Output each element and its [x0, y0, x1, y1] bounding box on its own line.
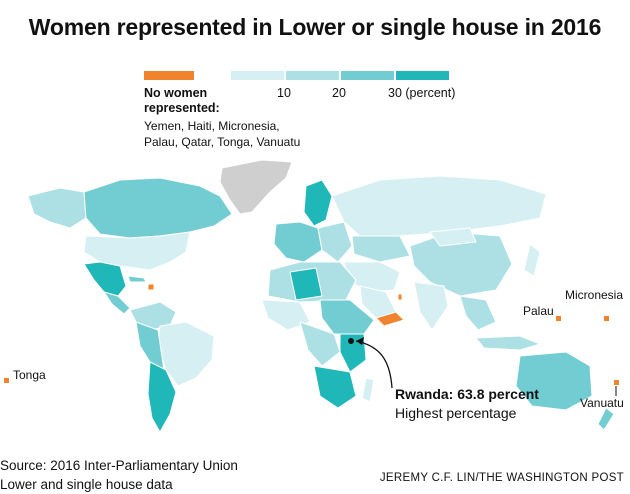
source-line-2: Lower and single house data: [0, 477, 173, 492]
india: [413, 281, 449, 331]
legend-no-women-line-2: Palau, Qatar, Tonga, Vanuatu: [144, 135, 301, 149]
australia: [515, 351, 593, 411]
algeria: [289, 267, 323, 301]
cuba: [127, 275, 147, 283]
chart-title: Women represented in Lower or single hou…: [28, 14, 602, 40]
legend-swatch-0-10: [231, 71, 284, 80]
japan: [523, 243, 541, 277]
label-palau: Palau: [523, 304, 554, 318]
legend-tick-10: 10: [277, 86, 291, 100]
legend-swatch-20-30: [341, 71, 394, 80]
western-europe: [273, 221, 323, 263]
central-africa: [299, 321, 341, 367]
legend-swatch-10-20: [286, 71, 339, 80]
source-line-1: Source: 2016 Inter-Parliamentary Union: [0, 458, 238, 473]
label-tonga: Tonga: [13, 368, 46, 382]
scandinavia: [303, 179, 333, 227]
qatar: [397, 293, 403, 301]
argentina-chile: [147, 361, 177, 433]
legend-no-women-title: No women represented:: [144, 86, 220, 115]
credit: JEREMY C.F. LIN/THE WASHINGTON POST: [379, 472, 624, 484]
mongolia: [429, 227, 477, 247]
legend-tick-20: 20: [332, 86, 346, 100]
label-vanuatu: Vanuatu: [580, 396, 624, 410]
legend-no-women-list: Yemen, Haiti, Micronesia, Palau, Qatar, …: [144, 118, 314, 150]
legend-swatch-30-plus: [396, 71, 449, 80]
palau-marker: [556, 316, 561, 321]
mexico: [83, 261, 127, 297]
southern-africa: [313, 365, 357, 409]
southeast-asia: [459, 295, 497, 331]
legend-no-women-line-1: Yemen, Haiti, Micronesia,: [144, 119, 280, 133]
world-map: [4, 159, 619, 433]
rwanda-callout-arrow: [356, 337, 364, 345]
legend-swatch-no-women: [144, 71, 194, 80]
callout-rwanda-title: Rwanda: 63.8 percent: [395, 386, 539, 402]
rwanda-marker: [348, 338, 354, 344]
greenland: [219, 159, 293, 215]
eastern-europe: [317, 221, 353, 263]
source-note: Source: 2016 Inter-Parliamentary Union L…: [0, 456, 300, 494]
micronesia-marker: [604, 316, 609, 321]
central-america: [103, 291, 131, 315]
tonga-marker: [4, 378, 9, 383]
legend-tick-30: 30 (percent): [388, 86, 456, 100]
yemen: [375, 311, 405, 327]
label-micronesia: Micronesia: [565, 288, 624, 302]
west-africa: [261, 299, 311, 331]
new-zealand: [597, 407, 615, 431]
vanuatu-marker: [614, 380, 619, 385]
russia: [331, 175, 547, 237]
kazakhstan: [351, 235, 411, 263]
canada: [83, 177, 233, 239]
indonesia: [475, 335, 541, 351]
haiti: [147, 283, 155, 291]
east-africa: [339, 333, 367, 373]
madagascar: [361, 377, 375, 403]
alaska: [27, 187, 87, 229]
united-states: [83, 231, 191, 271]
callout-rwanda-subtitle: Highest percentage: [395, 405, 517, 421]
